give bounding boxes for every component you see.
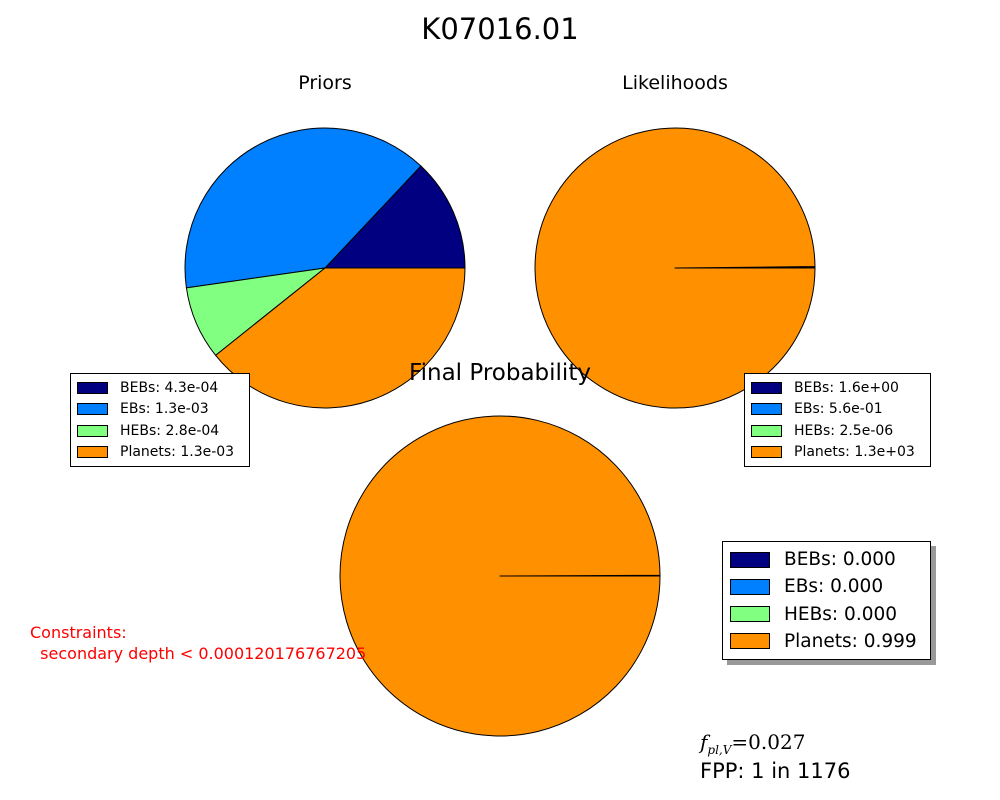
legend-swatch <box>730 606 770 623</box>
pie-slice-ebs <box>184 127 422 289</box>
false-positive-probability: FPP: 1 in 1176 <box>700 759 851 783</box>
pie-title: Final Probability <box>409 360 591 386</box>
legend-swatch <box>751 424 782 437</box>
legend-entry: EBs: 0.000 <box>730 576 923 597</box>
priors-legend: BEBs: 4.3e-04 EBs: 1.3e-03 HEBs: 2.8e-04 Pl… <box>70 373 250 467</box>
pie-title: Likelihoods <box>622 72 728 94</box>
legend-entry: BEBs: 4.3e-04 <box>77 380 243 396</box>
legend-entry: Planets: 1.3e-03 <box>77 444 243 460</box>
legend-label: EBs: 0.000 <box>784 576 884 598</box>
legend-swatch <box>751 381 782 394</box>
legend-swatch <box>730 551 770 568</box>
legend-label: BEBs: 0.000 <box>784 549 896 571</box>
legend-swatch <box>751 403 782 416</box>
pie-title: Priors <box>298 72 352 94</box>
legend-entry: EBs: 5.6e-01 <box>751 401 924 417</box>
legend-entry: BEBs: 1.6e+00 <box>751 380 924 396</box>
legend-label: EBs: 5.6e-01 <box>794 401 883 418</box>
fpl-value: =0.027 <box>731 730 806 754</box>
legend-entry: Planets: 0.999 <box>730 631 923 652</box>
legend-entry: BEBs: 0.000 <box>730 549 923 570</box>
constraints-text: Constraints: secondary depth < 0.0001201… <box>30 623 367 663</box>
legend-entry: Planets: 1.3e+03 <box>751 444 924 460</box>
legend-label: Planets: 1.3e+03 <box>794 444 915 461</box>
legend-label: BEBs: 4.3e-04 <box>120 379 219 396</box>
legend-label: Planets: 1.3e-03 <box>120 444 235 461</box>
planet-occurrence-rate: fpl,V=0.027 <box>700 730 805 757</box>
final-probability-legend: BEBs: 0.000 EBs: 0.000 HEBs: 0.000 Planets:… <box>722 541 931 660</box>
legend-label: HEBs: 2.5e-06 <box>794 422 894 439</box>
legend-swatch <box>730 578 770 595</box>
legend-swatch <box>77 446 108 459</box>
final-probability-pie: Final Probability <box>339 360 661 737</box>
likelihoods-pie: Likelihoods <box>534 72 816 409</box>
legend-swatch <box>77 424 108 437</box>
fpl-symbol: f <box>700 730 708 754</box>
legend-label: EBs: 1.3e-03 <box>120 401 209 418</box>
pie-slice-planets <box>339 415 661 737</box>
legend-entry: HEBs: 2.5e-06 <box>751 423 924 439</box>
legend-swatch <box>77 381 108 394</box>
legend-swatch <box>730 633 770 650</box>
legend-swatch <box>751 446 782 459</box>
legend-label: HEBs: 0.000 <box>784 603 898 625</box>
legend-label: BEBs: 1.6e+00 <box>794 379 899 396</box>
legend-label: HEBs: 2.8e-04 <box>120 422 220 439</box>
legend-swatch <box>77 403 108 416</box>
pie-slice-bebs <box>324 165 466 269</box>
legend-entry: HEBs: 2.8e-04 <box>77 423 243 439</box>
legend-entry: EBs: 1.3e-03 <box>77 401 243 417</box>
legend-entry: HEBs: 0.000 <box>730 604 923 625</box>
likelihoods-legend: BEBs: 1.6e+00 EBs: 5.6e-01 HEBs: 2.5e-06 Pl… <box>744 373 931 467</box>
legend-label: Planets: 0.999 <box>784 630 917 652</box>
priors-pie: Priors <box>184 72 466 409</box>
fpl-subscript: pl,V <box>707 743 732 757</box>
figure-title: K07016.01 <box>421 12 578 46</box>
